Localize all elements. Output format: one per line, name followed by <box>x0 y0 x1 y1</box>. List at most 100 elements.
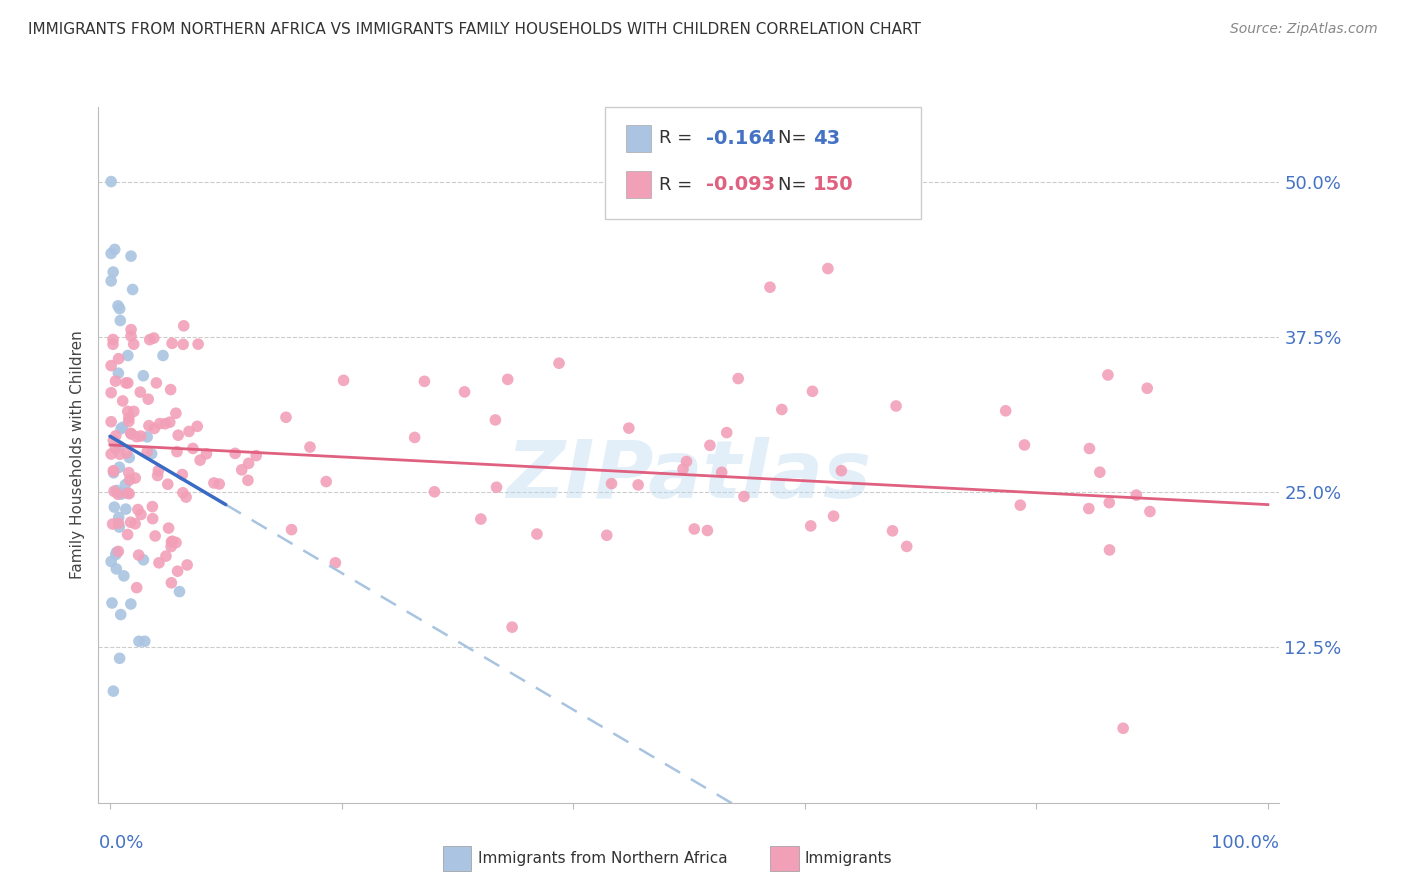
Point <box>120 427 142 442</box>
Text: N=: N= <box>778 129 811 147</box>
Point <box>105 483 128 498</box>
Text: R =: R = <box>659 129 699 147</box>
Point <box>823 509 845 524</box>
Point <box>143 421 166 435</box>
Point <box>101 333 124 347</box>
Point <box>413 375 436 389</box>
Point <box>103 464 125 478</box>
Point <box>122 404 145 418</box>
Point <box>129 429 152 443</box>
Point <box>107 299 129 313</box>
Point <box>108 447 131 461</box>
Point <box>470 512 492 526</box>
Point <box>208 477 231 491</box>
Point <box>1077 501 1099 516</box>
Point <box>165 406 187 420</box>
Point <box>120 329 142 343</box>
Point <box>1139 504 1161 518</box>
Point <box>325 556 347 570</box>
Point <box>274 410 297 425</box>
Point <box>143 529 166 543</box>
Point <box>104 243 127 257</box>
Point <box>111 420 134 434</box>
Point <box>202 475 225 490</box>
Point <box>672 462 695 476</box>
Point <box>716 425 738 440</box>
Point <box>733 490 755 504</box>
Point <box>120 249 142 263</box>
Point <box>683 522 706 536</box>
Point <box>188 453 211 467</box>
Point <box>129 385 152 400</box>
Point <box>332 373 354 387</box>
Point <box>238 456 260 470</box>
Point <box>156 477 179 491</box>
Point <box>118 473 141 487</box>
Y-axis label: Family Households with Children: Family Households with Children <box>70 331 86 579</box>
Point <box>174 490 197 504</box>
Point <box>1078 442 1101 456</box>
Point <box>186 419 208 434</box>
Point <box>162 534 184 549</box>
Point <box>107 366 129 380</box>
Point <box>195 447 218 461</box>
Point <box>107 516 129 531</box>
Point <box>121 283 143 297</box>
Point <box>136 444 159 458</box>
Point <box>172 337 194 351</box>
Point <box>105 562 128 576</box>
Text: 100.0%: 100.0% <box>1212 834 1279 852</box>
Point <box>699 438 721 452</box>
Point <box>617 421 640 435</box>
Point <box>108 439 131 453</box>
Point <box>148 556 170 570</box>
Point <box>132 368 155 383</box>
Point <box>187 337 209 351</box>
Point <box>100 246 122 260</box>
Point <box>596 528 619 542</box>
Point <box>994 404 1017 418</box>
Point <box>159 383 181 397</box>
Point <box>108 520 131 534</box>
Point <box>236 473 259 487</box>
Text: IMMIGRANTS FROM NORTHERN AFRICA VS IMMIGRANTS FAMILY HOUSEHOLDS WITH CHILDREN CO: IMMIGRANTS FROM NORTHERN AFRICA VS IMMIG… <box>28 22 921 37</box>
Point <box>105 545 128 559</box>
Point <box>153 417 176 431</box>
Point <box>118 466 141 480</box>
Point <box>104 374 127 388</box>
Point <box>298 440 321 454</box>
Text: 150: 150 <box>813 175 853 194</box>
Point <box>159 415 181 429</box>
Point <box>128 634 150 648</box>
Point <box>173 318 195 333</box>
Point <box>1098 496 1121 510</box>
Point <box>108 651 131 665</box>
Point <box>100 385 122 400</box>
Point <box>122 337 145 351</box>
Point <box>132 553 155 567</box>
Point <box>136 392 159 407</box>
Point <box>485 480 508 494</box>
Point <box>453 384 475 399</box>
Point <box>125 430 148 444</box>
Point <box>696 524 718 538</box>
Point <box>830 464 852 478</box>
Point <box>496 372 519 386</box>
Point <box>172 467 194 482</box>
Point <box>155 549 177 563</box>
Point <box>145 376 167 390</box>
Point <box>727 371 749 385</box>
Point <box>101 517 124 532</box>
Point <box>129 508 152 522</box>
Point <box>817 261 839 276</box>
Point <box>114 502 136 516</box>
Point <box>117 349 139 363</box>
Point <box>548 356 571 370</box>
Text: Source: ZipAtlas.com: Source: ZipAtlas.com <box>1230 22 1378 37</box>
Point <box>111 393 134 408</box>
Point <box>404 430 426 444</box>
Point <box>134 634 156 648</box>
Point <box>160 540 183 554</box>
Point <box>526 527 548 541</box>
Point <box>100 447 122 461</box>
